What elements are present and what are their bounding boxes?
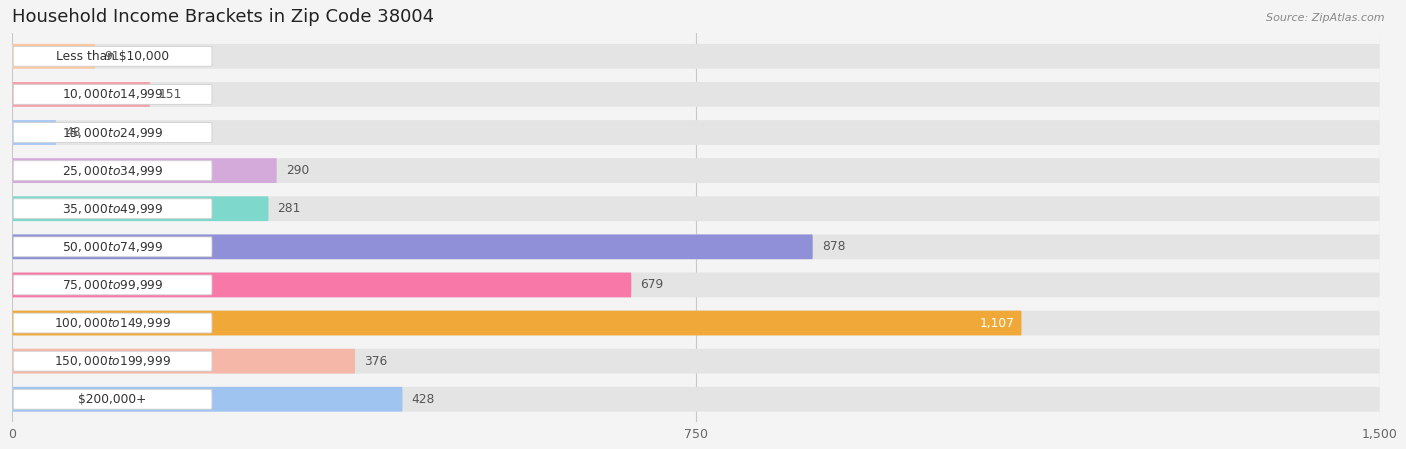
FancyBboxPatch shape	[13, 387, 402, 412]
Text: 376: 376	[364, 355, 388, 368]
FancyBboxPatch shape	[13, 389, 212, 409]
Text: Source: ZipAtlas.com: Source: ZipAtlas.com	[1267, 13, 1385, 23]
FancyBboxPatch shape	[13, 123, 212, 142]
FancyBboxPatch shape	[13, 311, 1022, 335]
FancyBboxPatch shape	[13, 120, 1379, 145]
Text: $35,000 to $49,999: $35,000 to $49,999	[62, 202, 163, 216]
Text: 1,107: 1,107	[980, 317, 1014, 330]
Text: $75,000 to $99,999: $75,000 to $99,999	[62, 278, 163, 292]
Text: 151: 151	[159, 88, 183, 101]
Text: 290: 290	[285, 164, 309, 177]
FancyBboxPatch shape	[13, 275, 212, 295]
Text: $25,000 to $34,999: $25,000 to $34,999	[62, 163, 163, 178]
FancyBboxPatch shape	[13, 44, 96, 69]
FancyBboxPatch shape	[13, 44, 1379, 69]
FancyBboxPatch shape	[13, 273, 631, 297]
Text: 48: 48	[65, 126, 80, 139]
FancyBboxPatch shape	[13, 196, 269, 221]
Text: 679: 679	[640, 278, 664, 291]
FancyBboxPatch shape	[13, 387, 1379, 412]
FancyBboxPatch shape	[13, 349, 1379, 374]
FancyBboxPatch shape	[13, 349, 356, 374]
FancyBboxPatch shape	[13, 158, 1379, 183]
FancyBboxPatch shape	[13, 84, 212, 104]
FancyBboxPatch shape	[13, 82, 150, 107]
Text: $150,000 to $199,999: $150,000 to $199,999	[53, 354, 172, 368]
Text: $15,000 to $24,999: $15,000 to $24,999	[62, 126, 163, 140]
FancyBboxPatch shape	[13, 313, 212, 333]
Text: $100,000 to $149,999: $100,000 to $149,999	[53, 316, 172, 330]
FancyBboxPatch shape	[13, 158, 277, 183]
Text: $10,000 to $14,999: $10,000 to $14,999	[62, 88, 163, 101]
FancyBboxPatch shape	[13, 120, 56, 145]
Text: 281: 281	[277, 202, 301, 215]
FancyBboxPatch shape	[13, 196, 1379, 221]
Text: 91: 91	[104, 50, 120, 63]
Text: 428: 428	[412, 393, 434, 406]
FancyBboxPatch shape	[13, 46, 212, 66]
FancyBboxPatch shape	[13, 351, 212, 371]
FancyBboxPatch shape	[13, 234, 1379, 259]
Text: $50,000 to $74,999: $50,000 to $74,999	[62, 240, 163, 254]
FancyBboxPatch shape	[13, 82, 1379, 107]
FancyBboxPatch shape	[13, 199, 212, 219]
Text: $200,000+: $200,000+	[79, 393, 146, 406]
Text: Less than $10,000: Less than $10,000	[56, 50, 169, 63]
Text: 878: 878	[823, 240, 845, 253]
FancyBboxPatch shape	[13, 234, 813, 259]
FancyBboxPatch shape	[13, 161, 212, 180]
FancyBboxPatch shape	[13, 237, 212, 257]
FancyBboxPatch shape	[13, 273, 1379, 297]
Text: Household Income Brackets in Zip Code 38004: Household Income Brackets in Zip Code 38…	[13, 9, 434, 26]
FancyBboxPatch shape	[13, 311, 1379, 335]
